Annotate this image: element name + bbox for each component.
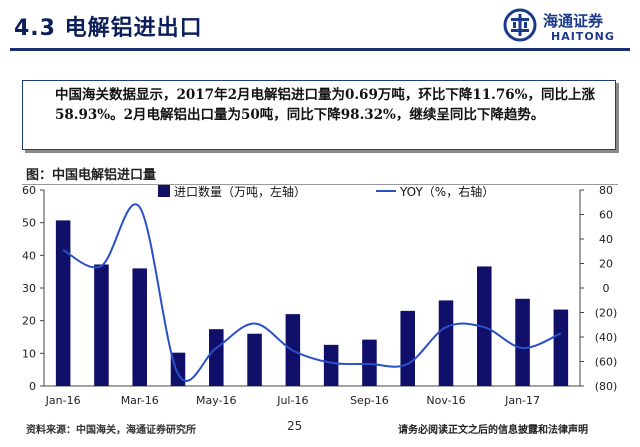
left-tick-label: 30: [22, 282, 36, 295]
figure-caption: 图：中国电解铝进口量: [26, 168, 157, 183]
left-tick-label: 60: [22, 184, 36, 197]
right-tick-label: (20): [595, 307, 618, 320]
x-tick-label: Jan-16: [45, 394, 81, 407]
import-volume-bar: [209, 329, 224, 386]
right-tick-label: (80): [595, 380, 618, 393]
haitong-logo-icon: [503, 8, 537, 42]
haitong-logo: 海通证券 HAITONG: [503, 8, 633, 46]
left-tick-label: 50: [22, 217, 36, 230]
import-volume-bar: [515, 298, 530, 386]
x-tick-label: Nov-16: [426, 394, 465, 407]
import-volume-bar: [400, 310, 415, 386]
logo-english-text: HAITONG: [551, 30, 615, 43]
x-tick-label: Jan-17: [504, 394, 540, 407]
left-tick-label: 20: [22, 315, 36, 328]
legend-bar-label: 进口数量（万吨，左轴）: [174, 184, 306, 199]
summary-box: 中国海关数据显示，2017年2月电解铝进口量为0.69万吨，环比下降11.76%…: [22, 80, 616, 150]
left-tick-label: 0: [29, 380, 36, 393]
left-tick-label: 40: [22, 249, 36, 262]
x-tick-label: Sep-16: [350, 394, 389, 407]
import-volume-bar: [438, 300, 454, 386]
title-divider: [10, 48, 630, 51]
page-number: 25: [287, 419, 303, 433]
right-tick-label: 0: [603, 282, 610, 295]
right-tick-label: 40: [599, 233, 613, 246]
import-volume-bar: [362, 339, 377, 386]
right-tick-label: 80: [599, 184, 613, 197]
right-tick-label: (60): [595, 356, 618, 369]
legend-line-label: YOY（%，右轴）: [399, 184, 494, 199]
x-tick-label: May-16: [196, 394, 237, 407]
slide-title: 4.3 电解铝进出口: [14, 16, 203, 41]
footer-disclaimer: 请务必阅读正文之后的信息披露和法律声明: [398, 425, 588, 436]
import-volume-bar: [94, 264, 109, 386]
right-tick-label: 60: [599, 209, 613, 222]
import-volume-bar: [132, 268, 147, 386]
right-tick-label: (40): [595, 331, 618, 344]
import-volume-bar: [247, 333, 262, 386]
slide-header: 4.3 电解铝进出口 海通证券 HAITONG: [0, 0, 640, 56]
legend-bar-swatch: [158, 185, 170, 197]
caption-divider: [22, 184, 618, 185]
import-volume-bar: [323, 344, 339, 386]
right-tick-label: 20: [599, 258, 613, 271]
import-volume-bar: [55, 220, 71, 386]
footer-source: 资料来源：中国海关，海通证券研究所: [26, 425, 196, 436]
import-volume-bar: [553, 309, 569, 386]
left-tick-label: 10: [22, 347, 36, 360]
x-tick-label: Mar-16: [121, 394, 159, 407]
x-tick-label: Jul-16: [276, 394, 308, 407]
logo-chinese-text: 海通证券: [543, 12, 604, 30]
